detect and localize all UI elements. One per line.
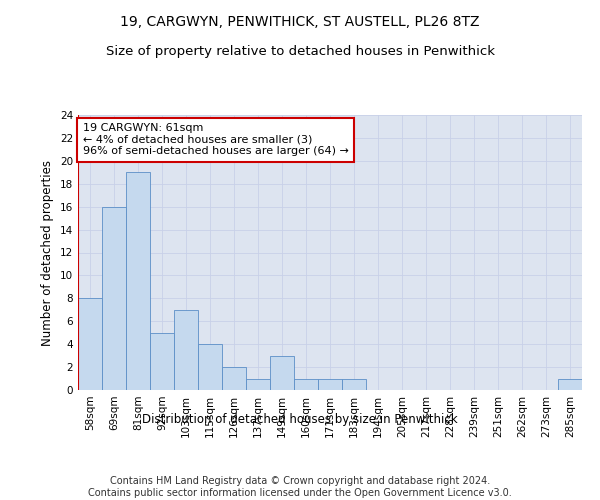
Bar <box>126 172 150 390</box>
Bar <box>174 310 198 390</box>
Text: 19 CARGWYN: 61sqm
← 4% of detached houses are smaller (3)
96% of semi-detached h: 19 CARGWYN: 61sqm ← 4% of detached house… <box>83 123 349 156</box>
Text: Contains HM Land Registry data © Crown copyright and database right 2024.
Contai: Contains HM Land Registry data © Crown c… <box>88 476 512 498</box>
Bar <box>198 344 222 390</box>
Text: Size of property relative to detached houses in Penwithick: Size of property relative to detached ho… <box>106 45 494 58</box>
Bar <box>246 378 270 390</box>
Y-axis label: Number of detached properties: Number of detached properties <box>41 160 55 346</box>
Bar <box>102 206 126 390</box>
Bar <box>558 378 582 390</box>
Bar <box>222 367 246 390</box>
Bar <box>78 298 102 390</box>
Text: Distribution of detached houses by size in Penwithick: Distribution of detached houses by size … <box>142 412 458 426</box>
Bar <box>318 378 342 390</box>
Bar <box>150 332 174 390</box>
Bar <box>270 356 294 390</box>
Text: 19, CARGWYN, PENWITHICK, ST AUSTELL, PL26 8TZ: 19, CARGWYN, PENWITHICK, ST AUSTELL, PL2… <box>120 15 480 29</box>
Bar <box>342 378 366 390</box>
Bar <box>294 378 318 390</box>
